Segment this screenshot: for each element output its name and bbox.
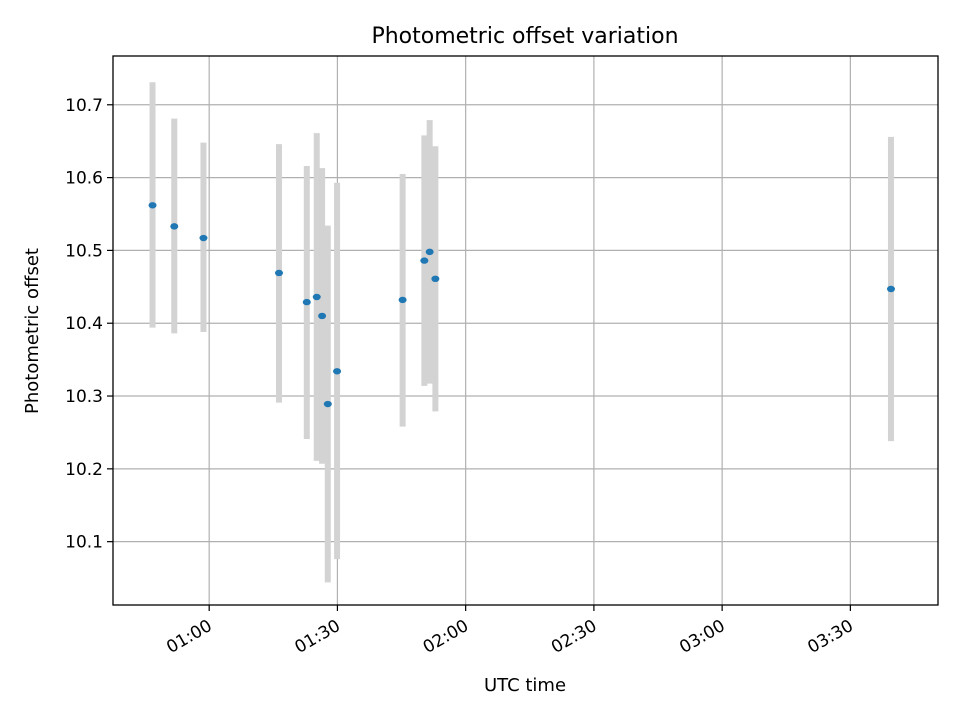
data-point <box>274 269 283 277</box>
grid-lines <box>113 56 938 605</box>
y-axis-ticks: 10.1 10.2 10.3 10.4 10.5 10.6 10.7 <box>65 96 113 553</box>
chart-title: Photometric offset variation <box>371 24 678 49</box>
y-tick-label: 10.3 <box>65 387 103 407</box>
x-tick-label: 03:00 <box>676 616 728 658</box>
data-point <box>431 275 440 283</box>
data-point <box>398 296 407 304</box>
x-tick-label: 01:00 <box>163 616 215 658</box>
y-tick-label: 10.1 <box>65 533 103 553</box>
data-point <box>199 234 208 242</box>
data-points <box>148 202 895 408</box>
x-tick-label: 03:30 <box>804 616 856 658</box>
y-tick-label: 10.6 <box>65 169 103 189</box>
y-tick-label: 10.7 <box>65 96 103 116</box>
x-tick-label: 01:30 <box>291 616 343 658</box>
data-point <box>312 293 321 301</box>
y-axis-label: Photometric offset <box>22 248 43 414</box>
data-point <box>886 285 895 293</box>
data-point <box>170 223 179 230</box>
y-tick-label: 10.2 <box>65 460 103 480</box>
error-bars <box>149 82 894 583</box>
data-point <box>425 248 434 256</box>
x-axis-ticks: 01:00 01:30 02:00 02:30 03:00 03:30 <box>163 605 857 658</box>
data-point <box>318 312 327 320</box>
data-point <box>302 298 311 306</box>
data-point <box>420 257 429 264</box>
plot-frame <box>112 55 939 606</box>
y-tick-label: 10.5 <box>65 241 103 261</box>
x-axis-label: UTC time <box>484 675 566 696</box>
data-point <box>148 202 157 209</box>
y-tick-label: 10.4 <box>65 314 103 334</box>
data-point <box>333 368 342 375</box>
x-tick-label: 02:30 <box>548 616 600 658</box>
data-point <box>323 400 332 408</box>
x-tick-label: 02:00 <box>420 616 472 658</box>
